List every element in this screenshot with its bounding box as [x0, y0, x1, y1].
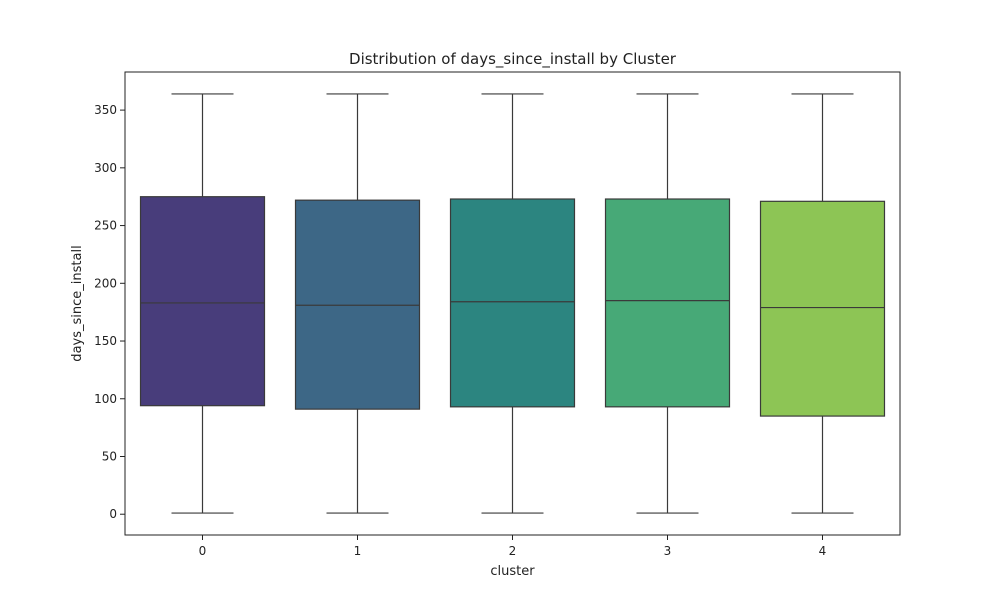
y-tick-label: 100	[94, 392, 117, 406]
y-axis-label: days_since_install	[70, 245, 85, 361]
box-group-2	[449, 93, 576, 514]
y-axis: 0 50 100 150 200 250 300 350	[94, 103, 125, 521]
x-axis: 0 1 2 3 4	[199, 535, 827, 558]
box-iqr	[604, 198, 731, 408]
box-group-0	[139, 93, 266, 514]
y-tick-label: 50	[102, 449, 117, 463]
y-tick-label: 0	[109, 507, 117, 521]
y-tick-label: 200	[94, 276, 117, 290]
chart-title: Distribution of days_since_install by Cl…	[349, 50, 677, 69]
y-tick-label: 150	[94, 334, 117, 348]
box-group-4	[759, 93, 886, 514]
y-tick-label: 250	[94, 219, 117, 233]
box-iqr	[139, 196, 266, 407]
x-tick-label: 3	[664, 544, 672, 558]
x-tick-label: 0	[199, 544, 207, 558]
y-tick-label: 300	[94, 161, 117, 175]
box-iqr	[759, 200, 886, 417]
y-tick-label: 350	[94, 103, 117, 117]
x-tick-label: 2	[509, 544, 517, 558]
box-group-3	[604, 93, 731, 514]
x-axis-label: cluster	[490, 564, 535, 579]
box-iqr	[449, 198, 576, 408]
box-group-1	[294, 93, 421, 514]
x-tick-label: 4	[819, 544, 827, 558]
x-tick-label: 1	[354, 544, 362, 558]
boxes-layer	[139, 93, 886, 514]
